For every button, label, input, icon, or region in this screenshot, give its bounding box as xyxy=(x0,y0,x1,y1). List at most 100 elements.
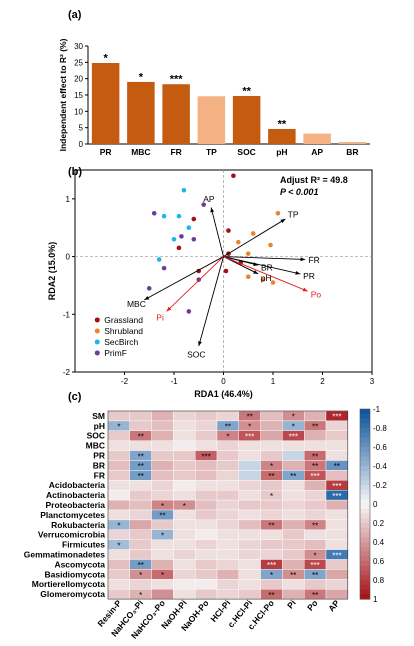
panel-c-row-label: Rokubacteria xyxy=(51,520,105,530)
panel-c-cell xyxy=(173,410,196,422)
panel-b-point-primf xyxy=(146,286,152,291)
panel-a-significance: * xyxy=(103,52,108,64)
panel-a-category-label: FR xyxy=(170,147,181,157)
panel-b-vector-label: pH xyxy=(261,273,272,283)
panel-c-cell xyxy=(282,450,305,461)
panel-c-cell xyxy=(107,430,130,441)
panel-c-significance: * xyxy=(314,551,317,560)
panel-c-significance: *** xyxy=(201,452,210,461)
panel-c-cell xyxy=(129,579,152,590)
panel-c-significance: *** xyxy=(332,413,341,422)
panel-b-point-grassland xyxy=(226,228,231,233)
panel-b-point-primf xyxy=(186,309,192,314)
panel-c-cell xyxy=(260,430,283,441)
panel-c-row-label: Gemmatimonadetes xyxy=(24,550,106,560)
panel-c-cell xyxy=(151,420,174,431)
panel-c-cell xyxy=(129,480,152,491)
panel-c-significance: * xyxy=(248,423,251,432)
panel-c-significance: ** xyxy=(312,452,318,461)
panel-c-cell xyxy=(151,519,174,531)
panel-a-bar-soc xyxy=(232,95,261,144)
panel-c-significance: ** xyxy=(290,571,296,580)
panel-c-label: (c) xyxy=(68,391,82,403)
panel-c-cell xyxy=(325,420,348,431)
panel-b-vector-po xyxy=(223,256,308,292)
panel-c-cell xyxy=(238,499,261,511)
panel-a-bar-mbc xyxy=(127,81,155,144)
panel-c-cell xyxy=(151,589,174,600)
panel-c-row-label: Mortierellomycota xyxy=(32,579,105,589)
panel-c-colorbar-segment xyxy=(360,532,370,538)
panel-b-vector-tp xyxy=(223,218,286,257)
panel-c-significance: * xyxy=(117,541,120,550)
panel-c-cell xyxy=(325,509,348,521)
panel-b-p-value: P < 0.001 xyxy=(280,187,318,197)
panel-a-significance: *** xyxy=(170,74,184,86)
panel-c-colorbar-tick-label: 0.2 xyxy=(373,519,385,528)
panel-a-category-label: BR xyxy=(346,147,358,157)
panel-b-legend-marker xyxy=(94,339,100,345)
panel-c-colorbar-tick-label: 1 xyxy=(373,595,378,604)
panel-b-legend-label: SecBirch xyxy=(104,337,138,347)
panel-c-colorbar-segment xyxy=(360,580,370,586)
panel-c-cell xyxy=(173,450,196,461)
panel-c-significance: ** xyxy=(290,472,296,481)
panel-c-cell xyxy=(151,480,174,491)
panel-c-row-label: Planctomycetes xyxy=(40,510,105,520)
panel-b-legend-label: Shrubland xyxy=(104,326,143,336)
panel-c-cell xyxy=(173,480,196,491)
panel-c-colorbar-segment xyxy=(360,480,370,486)
panel-c-cell xyxy=(216,460,239,471)
panel-b-vector-label: BR xyxy=(261,262,273,272)
panel-c-cell xyxy=(194,529,218,540)
panel-c-cell xyxy=(151,470,174,481)
panel-c-cell xyxy=(151,549,174,560)
panel-c-cell xyxy=(151,430,174,441)
panel-c-cell xyxy=(129,539,152,550)
panel-c-cell xyxy=(260,499,283,511)
panel-b-point-secbirch xyxy=(186,225,192,231)
panel-a-category-label: pH xyxy=(276,147,287,157)
panel-c-significance: ** xyxy=(268,591,274,600)
panel-a-y-tick-label: 30 xyxy=(74,42,83,51)
panel-c-cell xyxy=(260,450,283,461)
panel-c-cell xyxy=(282,499,305,511)
panel-c-significance: * xyxy=(270,571,273,580)
panel-c-significance: * xyxy=(270,462,273,471)
panel-a-bar-fr xyxy=(162,84,190,144)
panel-b-point-secbirch xyxy=(156,257,162,262)
panel-c-colorbar-segment xyxy=(360,575,370,581)
panel-c-cell xyxy=(238,589,261,600)
panel-c-cell xyxy=(260,549,283,560)
panel-c-row-label: Firmicutes xyxy=(62,540,105,550)
panel-c-cell xyxy=(107,450,130,461)
panel-a-bar-chart: (a) Independent effect to R² (%) 0 5 10 15 2… xyxy=(58,9,370,157)
panel-c-significance: * xyxy=(270,492,273,501)
panel-c-cell xyxy=(282,480,305,491)
panel-c-cell xyxy=(151,440,174,451)
panel-a-bars: PR * MBC * FR *** TP SOC ** pH ** AP BR xyxy=(91,52,367,157)
panel-c-cell xyxy=(325,430,348,441)
panel-c-colorbar-segment xyxy=(360,508,370,515)
panel-b-point-primf xyxy=(196,277,202,282)
panel-c-significance: ** xyxy=(138,462,144,471)
panel-b-vector-arrowhead xyxy=(300,257,306,262)
panel-c-cell xyxy=(173,579,196,590)
panel-c-colorbar-tick-label: -1 xyxy=(373,405,381,414)
panel-c-cell xyxy=(282,490,305,501)
panel-c-cell xyxy=(260,539,283,550)
panel-c-significance: ** xyxy=(138,472,144,481)
panel-c-row-label: SM xyxy=(92,411,105,421)
panel-c-cell xyxy=(194,470,218,481)
panel-c-colorbar-segment xyxy=(360,527,370,534)
panel-b-x-tick-label: -2 xyxy=(121,377,129,386)
panel-c-cell xyxy=(151,539,174,550)
panel-b-vector-ph xyxy=(223,256,259,275)
panel-a-bar-pr xyxy=(91,62,120,145)
panel-c-significance: *** xyxy=(289,433,298,442)
panel-c-significance: * xyxy=(139,591,142,600)
panel-c-cell xyxy=(325,589,348,600)
panel-c-colorbar-segment xyxy=(360,475,370,481)
panel-c-colorbar-segment xyxy=(360,584,370,591)
